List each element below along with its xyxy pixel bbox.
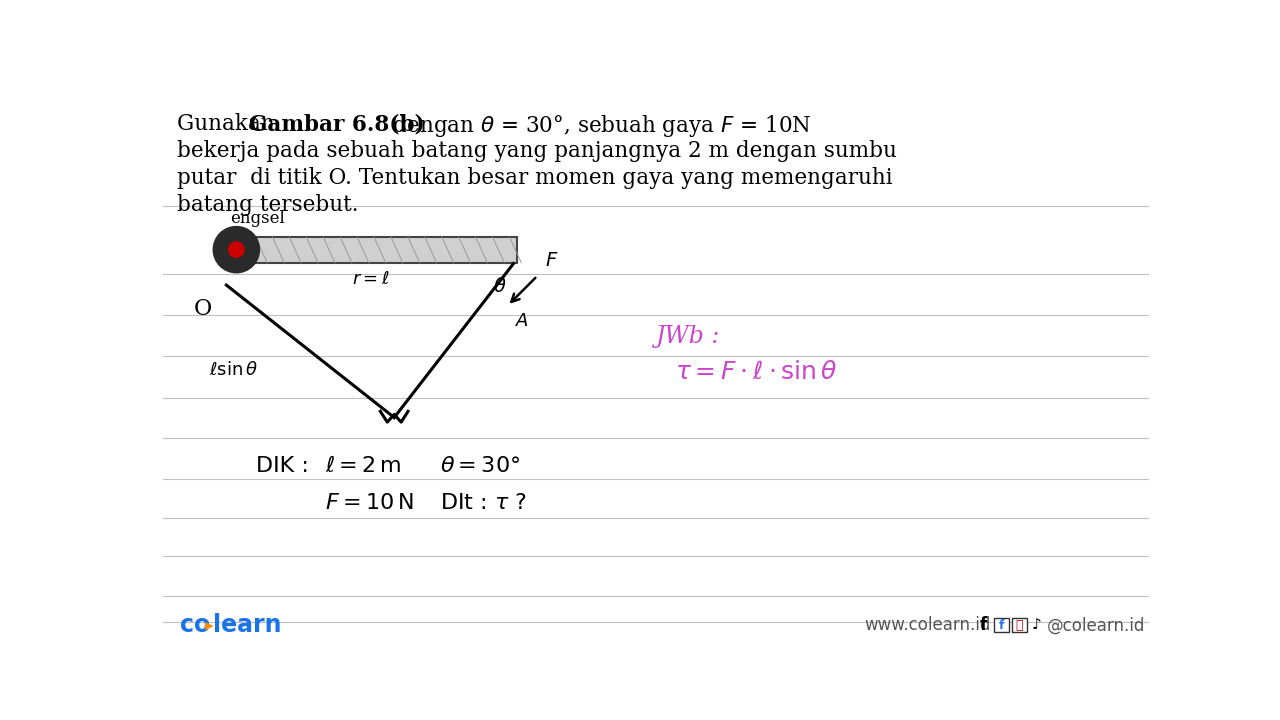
Text: engsel: engsel [230,210,285,228]
Text: $F = 10\,\mathrm{N}$: $F = 10\,\mathrm{N}$ [325,493,413,513]
Text: putar  di titik O. Tentukan besar momen gaya yang memengaruhi: putar di titik O. Tentukan besar momen g… [177,167,892,189]
Text: dengan $\theta$ = 30°, sebuah gaya $F$ = 10N: dengan $\theta$ = 30°, sebuah gaya $F$ =… [387,113,812,140]
Circle shape [229,242,244,257]
Text: @colearn.id: @colearn.id [1047,616,1146,634]
Text: $\theta = 30°$: $\theta = 30°$ [440,456,521,476]
FancyBboxPatch shape [1011,618,1027,632]
Text: $\ell \sin\theta$: $\ell \sin\theta$ [210,361,259,379]
Text: JWb :: JWb : [657,325,721,348]
Text: www.colearn.id: www.colearn.id [864,616,991,634]
Text: $F$: $F$ [545,251,558,270]
Bar [244,237,517,264]
Text: Gambar 6.8(b): Gambar 6.8(b) [250,113,425,135]
Text: ▶: ▶ [205,621,214,631]
FancyBboxPatch shape [995,618,1010,632]
Text: $\theta$: $\theta$ [493,277,507,297]
Text: O: O [195,298,212,320]
Text: $r = \ell$: $r = \ell$ [352,270,390,288]
Text: learn: learn [214,613,282,637]
Text: batang tersebut.: batang tersebut. [177,194,358,216]
Text: bekerja pada sebuah batang yang panjangnya 2 m dengan sumbu: bekerja pada sebuah batang yang panjangn… [177,140,897,162]
Text: f: f [979,616,987,634]
Text: Gunakan: Gunakan [177,113,282,135]
Text: $\tau = F \cdot \ell \cdot \sin\theta$: $\tau = F \cdot \ell \cdot \sin\theta$ [676,360,838,384]
Text: Ⓘ: Ⓘ [1016,619,1023,632]
Text: f: f [998,619,1005,632]
Text: $\ell = 2\,\mathrm{m}$: $\ell = 2\,\mathrm{m}$ [325,456,401,476]
Text: co: co [180,613,210,637]
Text: DIt : $\tau$ ?: DIt : $\tau$ ? [440,493,527,513]
Text: DIK :: DIK : [256,456,308,476]
Circle shape [214,227,260,273]
Text: $A$: $A$ [515,312,529,330]
Text: ♪: ♪ [1032,618,1042,633]
